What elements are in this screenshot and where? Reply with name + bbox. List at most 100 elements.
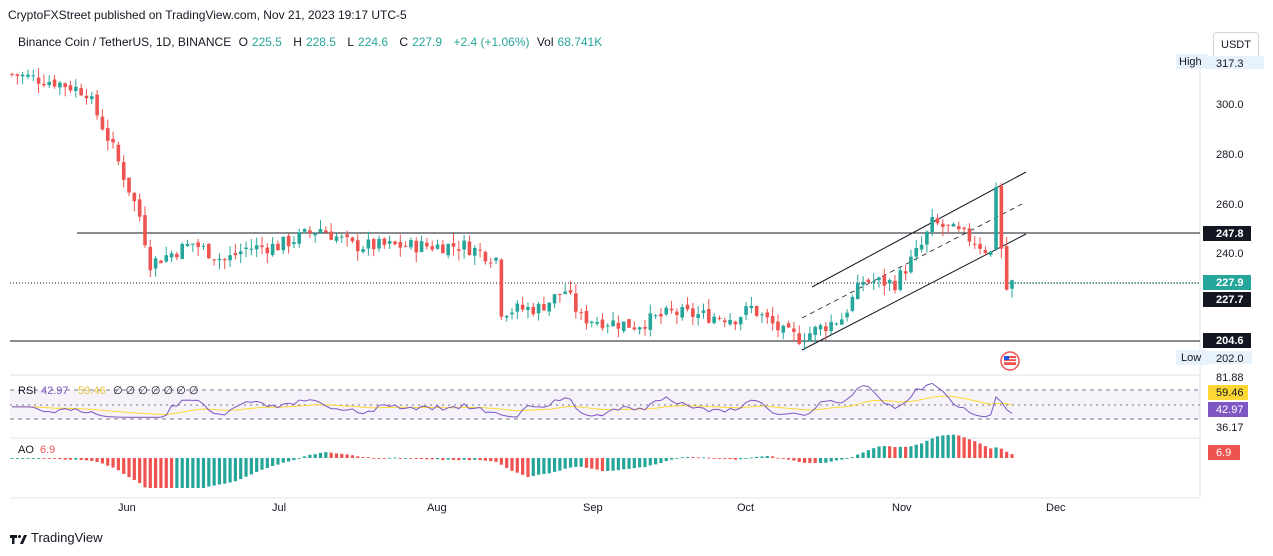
ao-bar <box>664 458 668 462</box>
candle-body <box>728 319 732 325</box>
open-label: O <box>238 35 248 49</box>
high-tag-bg <box>1176 54 1208 69</box>
low-tag-bg <box>1176 350 1208 365</box>
candle-body <box>786 323 791 328</box>
candle-body <box>276 243 280 251</box>
ao-bar <box>382 458 386 459</box>
ao-bar <box>467 458 472 461</box>
low-value: 224.6 <box>358 35 389 49</box>
ao-bar <box>563 458 567 469</box>
ao-bar <box>989 448 993 458</box>
time-tick: Sep <box>583 502 603 514</box>
ao-bar <box>829 458 833 462</box>
candle-body <box>169 253 174 258</box>
time-tick: Dec <box>1046 502 1066 514</box>
ao-bar <box>388 457 392 459</box>
ao-bar <box>983 446 988 458</box>
candle-body <box>994 187 998 250</box>
ao-bar <box>217 458 222 485</box>
time-tick: Jul <box>272 502 286 514</box>
tradingview-logo[interactable]: TradingView <box>10 530 103 545</box>
ao-bar <box>228 458 232 483</box>
candle-body <box>26 74 30 77</box>
candle-body <box>212 259 216 261</box>
candle-body <box>339 236 344 238</box>
ao-bar <box>840 458 844 460</box>
ao-bar <box>260 458 264 470</box>
time-axis: Jun Jul Aug Sep Oct Nov Dec <box>118 502 1066 514</box>
candle-body <box>371 239 376 250</box>
candle-body <box>829 322 833 331</box>
candle-body <box>132 192 137 202</box>
candle-body <box>515 303 520 312</box>
candle-body <box>595 321 599 324</box>
ao-bar <box>361 457 365 458</box>
candle-body <box>616 322 621 329</box>
us-flag-event-icon[interactable] <box>1000 351 1020 371</box>
candle-body <box>100 116 105 130</box>
ao-bar <box>26 458 30 459</box>
ao-bar <box>329 452 333 458</box>
candle-body <box>79 88 83 96</box>
candle-body <box>84 95 89 99</box>
candle-body <box>254 245 259 250</box>
price-axis: 300.0 280.0 260.0 240.0 <box>1216 99 1244 260</box>
candle-body <box>536 303 541 314</box>
candle-body <box>797 333 802 344</box>
candle-body <box>105 128 110 141</box>
last-price-badge <box>1203 275 1251 290</box>
ao-bar <box>914 444 918 458</box>
candle-body <box>824 326 828 332</box>
candle-body <box>435 244 440 249</box>
ao-bar <box>446 458 450 460</box>
candles-group <box>10 68 1014 351</box>
candle-body <box>175 254 179 258</box>
candle-body <box>409 239 413 248</box>
high-value-bg <box>1208 56 1264 69</box>
candle-body <box>669 308 674 311</box>
ao-bar <box>95 458 99 462</box>
symbol-header: Binance Coin / TetherUS, 1D, BINANCE O 22… <box>18 35 610 49</box>
ao-bar <box>148 458 152 488</box>
tradingview-wordmark: TradingView <box>31 530 103 545</box>
candle-body <box>116 144 121 162</box>
rsi-line <box>12 382 1013 418</box>
ao-bar <box>935 436 940 458</box>
ao-bar <box>271 458 275 467</box>
ao-bar <box>813 458 817 464</box>
ao-bar <box>707 457 711 459</box>
ao-bar <box>414 458 418 459</box>
ao-bar <box>872 448 876 458</box>
ao-bar <box>579 458 583 467</box>
candle-body <box>589 321 594 323</box>
ao-bar <box>999 448 1003 458</box>
ao-bar <box>116 458 120 471</box>
candle-body <box>733 321 738 325</box>
candle-body <box>1010 280 1014 289</box>
ao-bar <box>499 458 503 465</box>
ao-bar <box>818 458 823 463</box>
rsi-axis-bottom: 36.17 <box>1216 422 1244 434</box>
ao-bar <box>638 458 642 468</box>
ao-label: AO <box>18 444 34 456</box>
ao-bar <box>185 458 190 488</box>
ao-bar <box>58 458 62 460</box>
ao-bar <box>1010 454 1014 458</box>
candle-body <box>350 237 355 242</box>
ao-bar <box>478 458 482 461</box>
candle-body <box>818 325 823 330</box>
candle-body <box>89 96 94 100</box>
close-label: C <box>399 35 409 49</box>
candle-body <box>861 281 865 285</box>
candle-body <box>270 243 275 256</box>
ao-bar <box>861 452 865 458</box>
ao-bar <box>207 458 211 487</box>
level-badge-204 <box>1203 333 1251 348</box>
candle-body <box>563 291 567 294</box>
ao-bar <box>334 453 339 458</box>
candle-body <box>137 199 142 217</box>
candle-body <box>180 243 185 260</box>
low-tag-value: 202.0 <box>1216 353 1244 365</box>
ao-bar <box>808 458 812 463</box>
